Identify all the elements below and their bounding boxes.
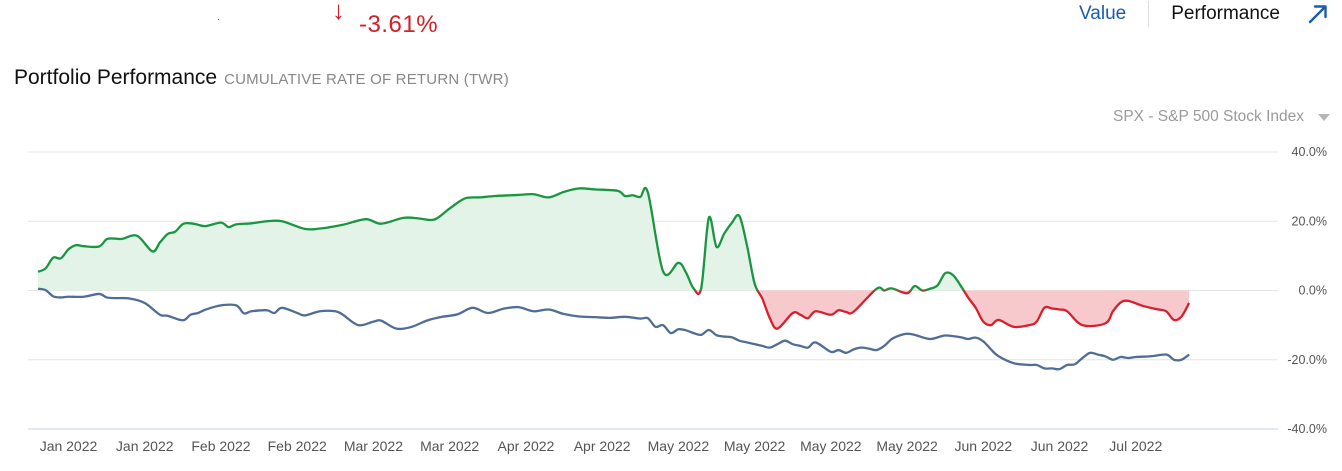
chart-title: Portfolio Performance: [14, 66, 218, 89]
caret-down-icon: [1318, 113, 1330, 121]
x-tick-label: May 2022: [724, 438, 786, 454]
x-tick-label: Mar 2022: [344, 438, 403, 454]
chart-heading: Portfolio Performance CUMULATIVE RATE OF…: [14, 66, 509, 90]
x-tick-label: Jan 2022: [116, 438, 174, 454]
x-tick-label: Feb 2022: [268, 438, 327, 454]
y-tick-label: -20.0%: [1287, 353, 1327, 367]
benchmark-series-line: [37, 287, 1190, 371]
value-view-button[interactable]: Value: [1079, 1, 1150, 27]
y-tick-label: 0.0%: [1299, 284, 1328, 298]
benchmark-selected-label: SPX - S&P 500 Stock Index: [1113, 108, 1304, 125]
portfolio-change-summary: ↓ -3.61%: [332, 0, 438, 44]
x-tick-label: Apr 2022: [497, 438, 554, 454]
x-tick-label: Mar 2022: [420, 438, 479, 454]
x-tick-label: May 2022: [648, 438, 710, 454]
x-tick-label: May 2022: [876, 438, 938, 454]
x-tick-label: Jan 2022: [40, 438, 98, 454]
down-arrow-icon: ↓: [332, 0, 345, 25]
performance-chart: 40.0% 20.0% 0.0% -20.0% -40.0% Jan 2022 Jan 20…: [28, 145, 1328, 454]
x-tick-label: Jun 2022: [955, 438, 1013, 454]
y-tick-label: 20.0%: [1292, 214, 1327, 228]
x-tick-label: Apr 2022: [574, 438, 631, 454]
portfolio-negative-area: [38, 290, 1190, 329]
x-tick-label: Jul 2022: [1109, 438, 1162, 454]
chart-subtitle: CUMULATIVE RATE OF RETURN (TWR): [224, 71, 509, 88]
decorative-dot: [218, 19, 219, 20]
y-tick-label: -40.0%: [1287, 422, 1327, 436]
benchmark-selector[interactable]: SPX - S&P 500 Stock Index: [1113, 108, 1330, 126]
x-tick-label: May 2022: [800, 438, 862, 454]
expand-arrow-icon[interactable]: [1306, 2, 1330, 26]
x-tick-label: Feb 2022: [191, 438, 250, 454]
view-toggle: Value Performance: [1079, 0, 1342, 28]
portfolio-series-line-negative: [693, 290, 1191, 330]
change-percent: -3.61%: [359, 11, 439, 38]
x-tick-label: Jun 2022: [1031, 438, 1089, 454]
y-tick-label: 40.0%: [1292, 145, 1327, 159]
portfolio-series-line-positive: [37, 186, 966, 291]
portfolio-positive-area: [38, 187, 1190, 291]
performance-view-button[interactable]: Performance: [1171, 3, 1280, 24]
